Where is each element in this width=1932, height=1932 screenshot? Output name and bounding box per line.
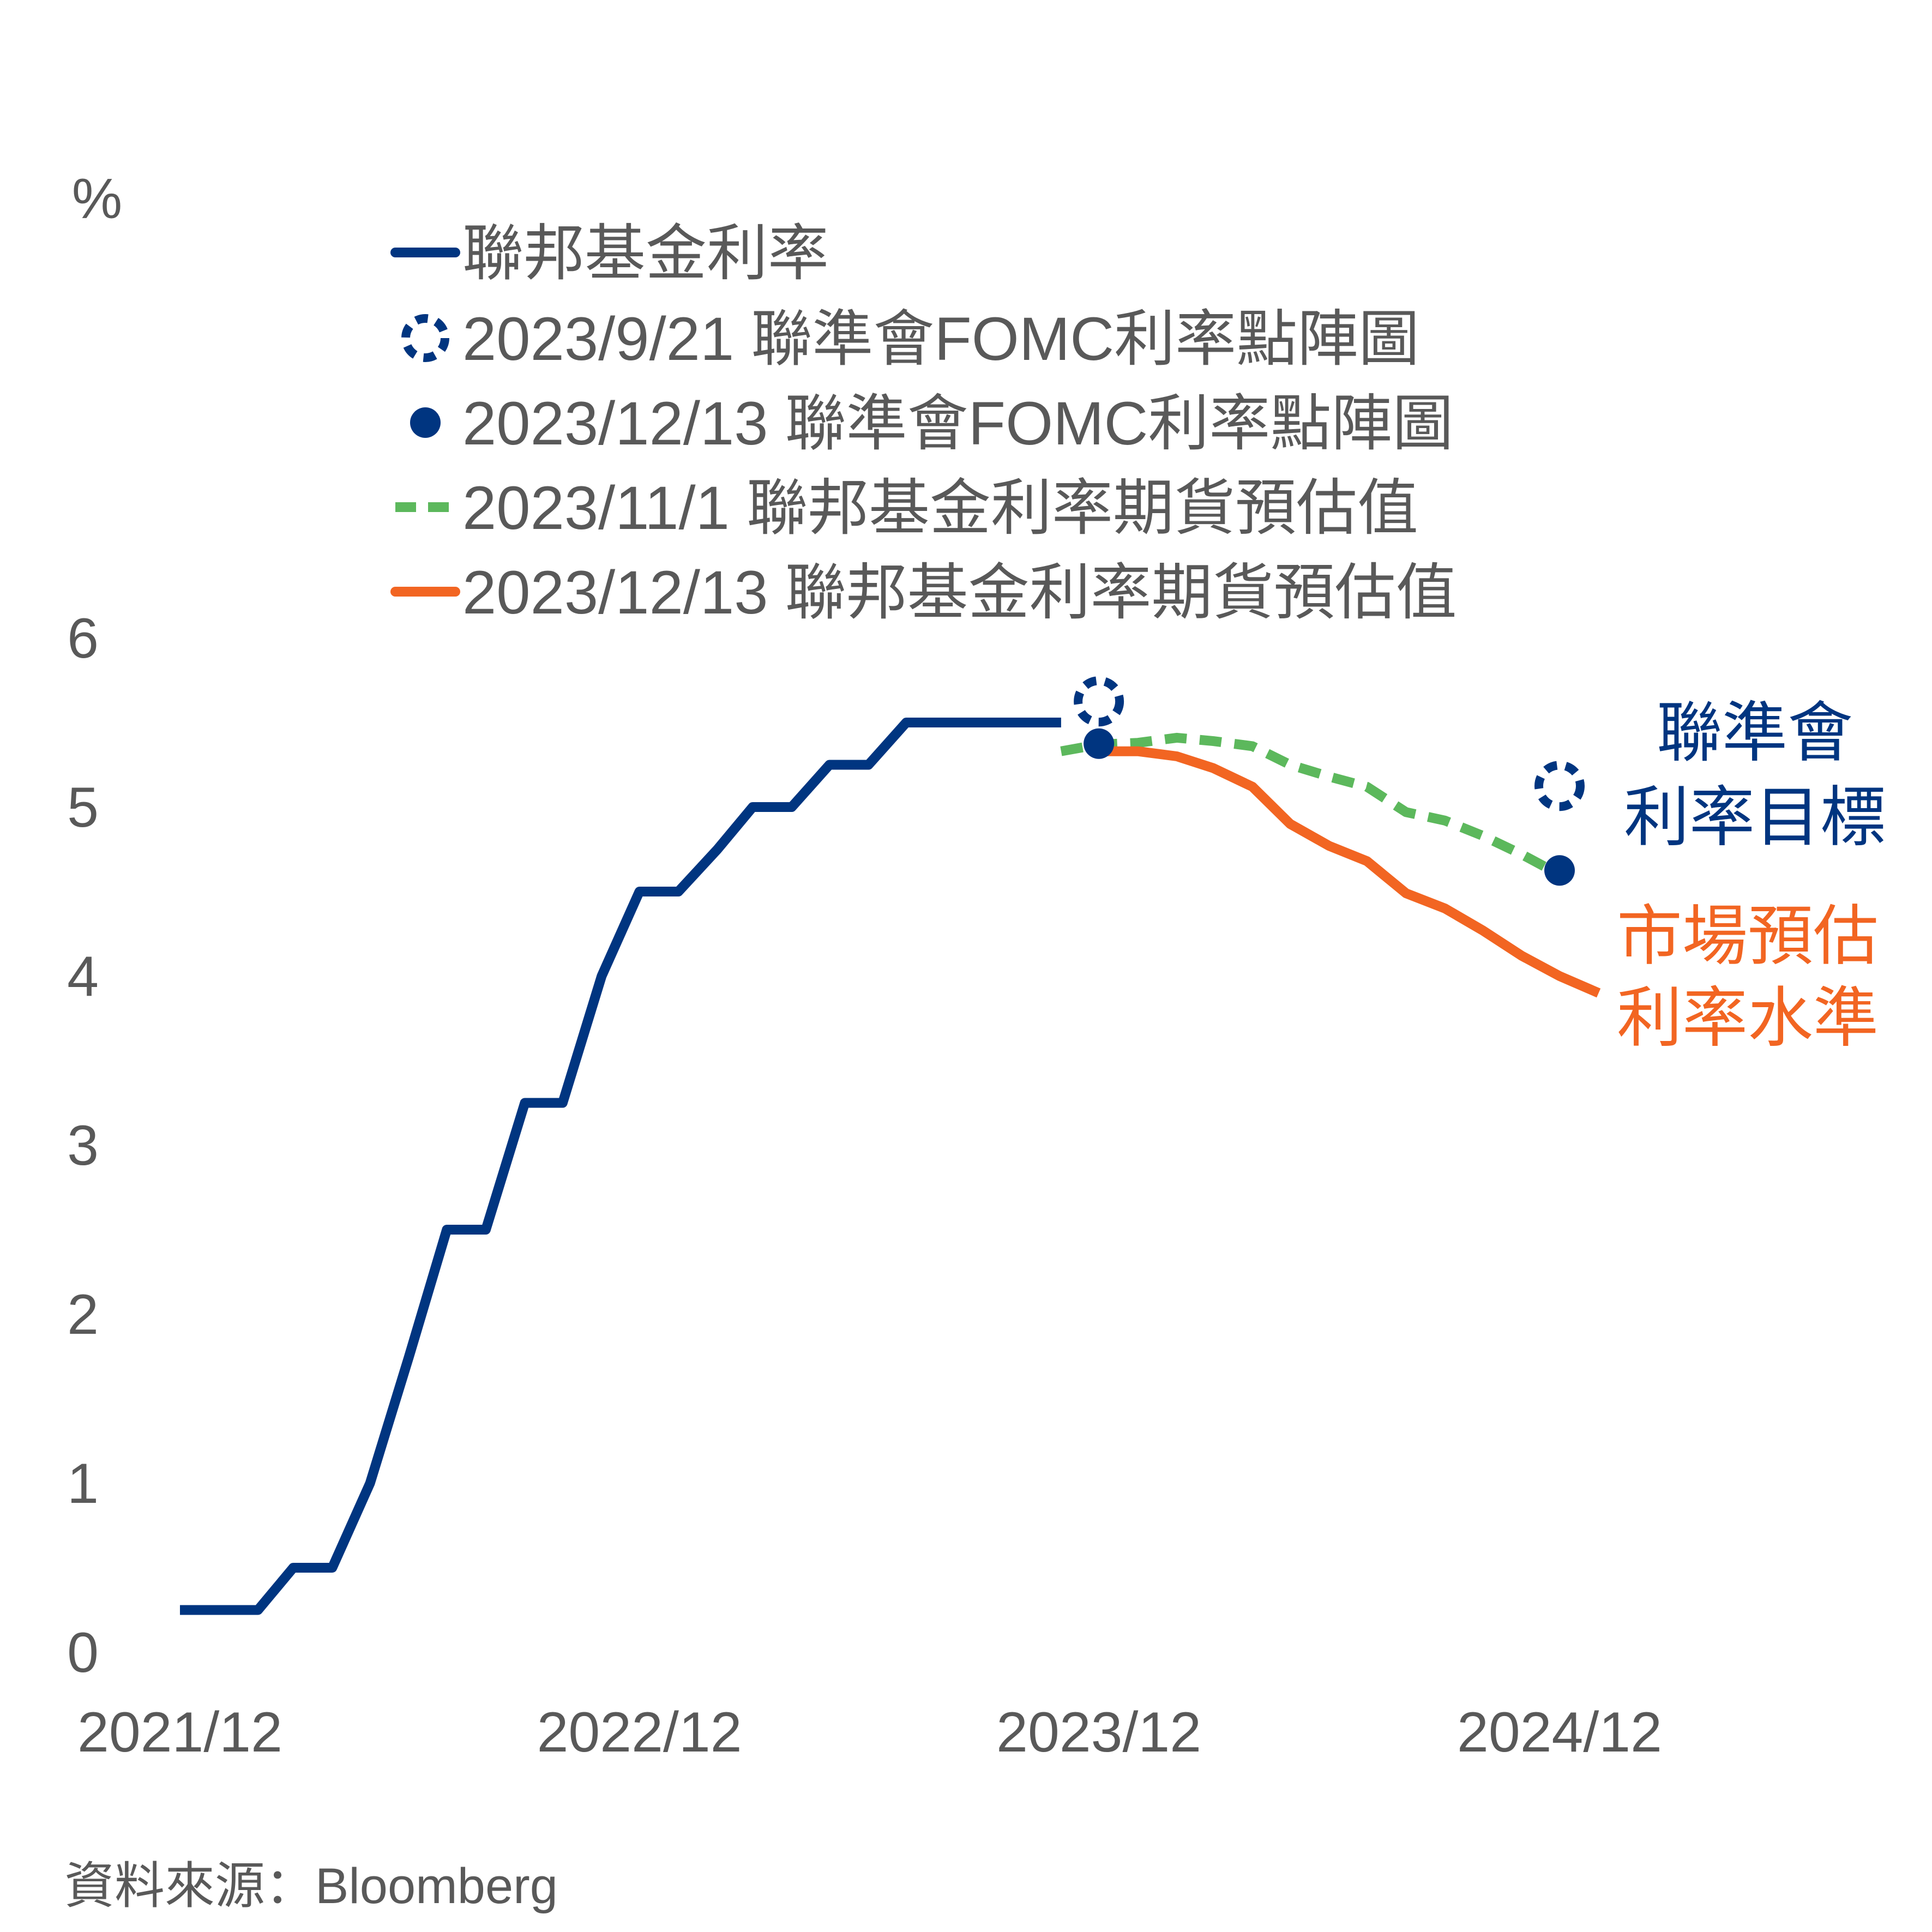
x-tick-label: 2021/12 <box>77 1701 282 1764</box>
y-tick-label: 0 <box>67 1621 99 1684</box>
y-tick-label: 2 <box>67 1283 99 1346</box>
annotation-fed-target: 聯準會 利率目標 <box>1624 696 1886 854</box>
y-tick-label: 5 <box>67 776 99 839</box>
x-tick-labels: 2021/12 2022/12 2023/12 2024/12 <box>77 1701 1662 1764</box>
source-note: 資料來源：Bloomberg <box>64 1858 558 1914</box>
dotplot-sep-marker <box>1074 676 1124 727</box>
annotation-market-line1: 市場預估 <box>1617 900 1879 973</box>
x-tick-label: 2022/12 <box>537 1701 742 1764</box>
y-axis-unit-label: % <box>72 167 122 231</box>
legend-swatch-dotplot-dec <box>410 407 441 438</box>
x-tick-label: 2024/12 <box>1457 1701 1662 1764</box>
legend-label-futures-nov: 2023/11/1 聯邦基金利率期貨預估值 <box>462 474 1418 542</box>
legend-swatch-dotplot-sep <box>401 314 449 362</box>
dotplot-dec-marker <box>1084 728 1115 759</box>
y-tick-label: 3 <box>67 1114 99 1177</box>
annotation-fed-target-line2: 利率目標 <box>1624 781 1886 854</box>
legend-label-dotplot-sep: 2023/9/21 聯準會FOMC利率點陣圖 <box>462 305 1419 373</box>
y-tick-label: 6 <box>67 607 99 670</box>
marker-layer <box>1074 676 1585 886</box>
legend-label-fed-funds-rate: 聯邦基金利率 <box>462 219 829 287</box>
legend: 聯邦基金利率 2023/9/21 聯準會FOMC利率點陣圖 2023/12/13… <box>390 219 1457 627</box>
annotation-market-expectation: 市場預估 利率水準 <box>1617 900 1879 1055</box>
dotplot-dec-marker <box>1544 855 1575 886</box>
y-tick-label: 4 <box>67 945 99 1008</box>
series-futures-2023-11-01 <box>1060 732 1562 879</box>
legend-label-futures-dec: 2023/12/13 聯邦基金利率期貨預估值 <box>462 558 1457 627</box>
x-tick-label: 2023/12 <box>996 1701 1201 1764</box>
series-layer <box>180 718 1601 1615</box>
dotplot-sep-marker <box>1534 761 1585 811</box>
legend-label-dotplot-dec: 2023/12/13 聯準會FOMC利率點陣圖 <box>462 389 1453 458</box>
y-tick-label: 1 <box>67 1452 99 1515</box>
series-fed-funds-rate <box>180 718 1061 1615</box>
series-futures-2023-12-13 <box>1099 746 1601 998</box>
annotation-fed-target-line1: 聯準會 <box>1657 696 1853 769</box>
y-tick-labels: 0 1 2 3 4 5 6 <box>67 607 99 1684</box>
annotation-market-line2: 利率水準 <box>1617 982 1879 1055</box>
